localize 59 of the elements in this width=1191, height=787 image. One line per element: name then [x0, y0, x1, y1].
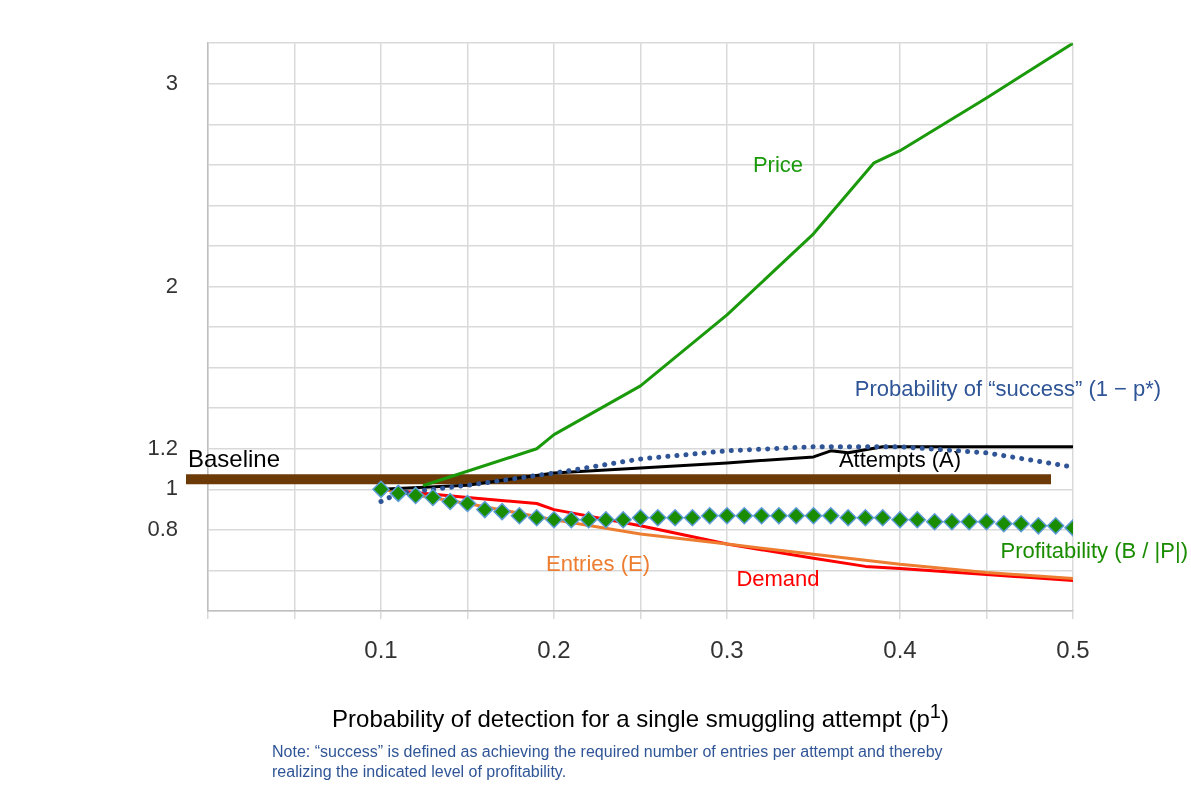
ref-line-label: Baseline [188, 444, 281, 472]
point [389, 484, 408, 503]
point [977, 513, 996, 531]
series-label: Demand [736, 566, 820, 592]
point [873, 508, 892, 527]
point [545, 511, 563, 529]
point [856, 508, 875, 527]
point [943, 513, 961, 531]
point [562, 511, 581, 529]
point [631, 508, 650, 527]
text: Price [752, 152, 804, 178]
text: Note: “success” is defined as achieving the required number of entries per attempt and thereby realizing the indicated level of profitability. [272, 742, 944, 782]
point [372, 480, 390, 499]
point [527, 508, 546, 527]
y-tick-label: 3 [165, 69, 178, 95]
point [1046, 517, 1065, 535]
y-tick-label: 0.8 [147, 515, 178, 541]
x-tick-label: 0.3 [710, 636, 744, 664]
x-tick-label: 0.4 [883, 636, 917, 664]
point [458, 494, 477, 513]
point [995, 515, 1013, 533]
point [683, 508, 702, 527]
point [1029, 517, 1048, 535]
point [476, 500, 494, 519]
y-tick-label: 1 [165, 475, 178, 501]
point [493, 502, 511, 521]
point [614, 511, 632, 529]
x-tick-label: 0.1 [364, 636, 398, 664]
point [752, 506, 771, 525]
series-label: Profitability (B / |P|) [1000, 538, 1188, 564]
point [579, 511, 598, 529]
y-tick-label: 2 [165, 272, 178, 298]
point [960, 513, 978, 531]
point [925, 513, 944, 531]
point [804, 506, 823, 525]
point [718, 506, 736, 525]
x-tick-label: 0.5 [1056, 636, 1090, 664]
point [822, 506, 840, 525]
series-label: Entries (E) [546, 551, 650, 577]
point [441, 492, 459, 511]
point [510, 506, 529, 525]
point [787, 506, 805, 525]
point [649, 508, 667, 527]
point [891, 511, 909, 529]
point [735, 506, 754, 525]
point [700, 506, 719, 525]
point [424, 488, 442, 507]
text: Probability of “success” (1 − p*) [854, 376, 1162, 402]
point [770, 506, 788, 525]
point [666, 508, 684, 527]
point [839, 508, 857, 527]
point [406, 486, 425, 505]
y-tick-label: 1.2 [147, 434, 178, 460]
x-axis-title: Probability of detection for a single smuggling attempt (p$^{1}$) [331, 700, 950, 733]
point [908, 511, 927, 529]
x-tick-label: 0.2 [537, 636, 571, 664]
point [597, 511, 615, 529]
series-label: Attempts (A) [838, 447, 962, 473]
point [1012, 515, 1030, 533]
